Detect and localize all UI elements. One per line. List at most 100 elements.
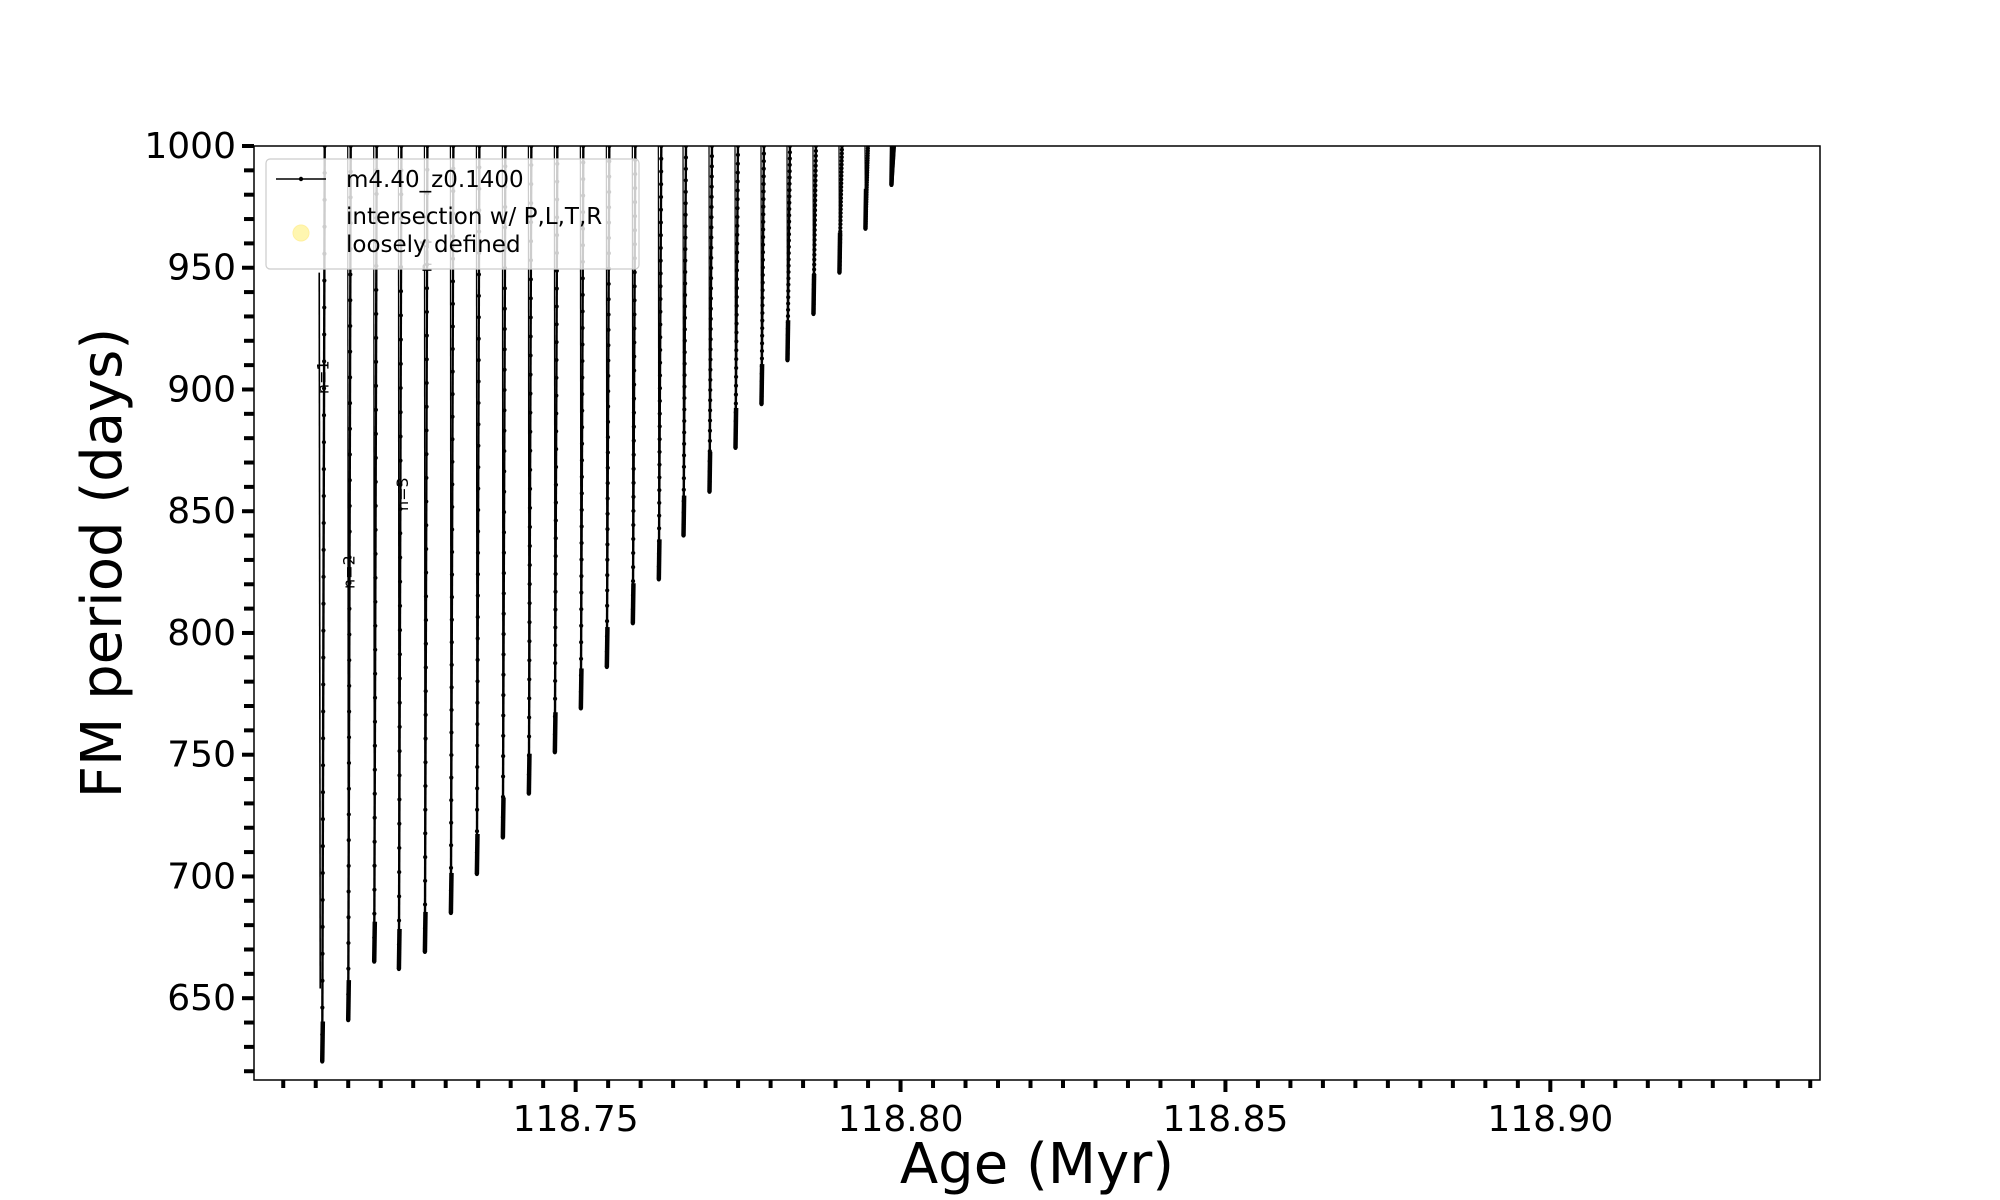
data-point [449,843,454,848]
data-point [347,658,352,663]
data-point [787,213,792,218]
data-point [606,389,611,394]
data-point [372,767,377,772]
data-point [448,865,454,870]
data-point [760,272,765,278]
data-point [838,192,844,197]
data-point [373,455,378,460]
data-point [554,429,559,434]
data-point [813,178,818,183]
data-point [347,683,352,688]
data-point [580,292,585,297]
data-point [811,277,817,282]
data-point [657,488,662,493]
data-point [579,574,584,579]
data-point [527,524,532,530]
data-point [658,207,664,212]
data-point [708,326,713,332]
data-point [838,218,843,223]
data-point [476,443,481,448]
data-point [423,807,428,812]
pulse-19 [785,146,793,363]
data-point [579,607,584,612]
data-point [424,428,429,433]
data-point [476,293,481,298]
data-point [502,367,507,372]
data-point [761,159,766,164]
data-point [683,166,688,172]
data-point [838,236,843,242]
data-point [347,580,352,586]
pulse-drop [734,146,737,448]
data-point [813,163,818,168]
data-point [735,206,740,211]
data-point [321,574,326,579]
pulse-drop [708,146,711,492]
data-point [657,424,662,429]
data-point [398,482,403,487]
data-point [787,156,792,161]
data-point [658,347,663,353]
data-point [605,465,610,470]
data-point [683,155,689,160]
data-point [476,379,481,384]
data-point [346,760,352,766]
data-point [681,476,686,481]
data-point [374,311,379,317]
data-point [527,658,532,663]
data-point [682,418,687,424]
data-point [606,281,611,287]
data-point [398,555,403,560]
data-point [735,250,740,255]
data-point [605,496,610,501]
data-point [734,285,739,291]
data-point [321,682,326,687]
data-point [761,219,766,225]
data-point [839,155,844,160]
data-point [372,743,377,748]
data-point [657,360,663,365]
data-point [604,618,610,624]
data-point [657,526,662,531]
data-point [449,775,454,780]
data-point [347,606,352,611]
pulse-drop [449,146,452,913]
data-point [787,169,792,174]
data-point [474,807,480,812]
data-point [346,812,351,817]
data-point [346,838,351,843]
data-point [631,410,637,415]
data-point [346,915,351,920]
data-point [527,505,533,511]
data-point [475,743,480,748]
data-point [578,689,584,695]
data-point [838,210,843,216]
data-point [373,551,378,556]
data-point [837,259,842,264]
data-point [580,408,585,413]
data-point [320,951,325,956]
data-point [656,564,661,569]
data-point [813,183,818,188]
data-point [606,358,611,363]
data-point [553,554,558,559]
data-point [658,271,663,276]
data-point [320,1059,325,1064]
data-point [838,207,843,212]
data-point [579,491,584,496]
data-point [812,203,818,208]
pulse-drop [682,146,685,536]
data-point [709,245,714,250]
data-point [839,177,844,182]
x-tick-label: 118.90 [1487,1099,1613,1140]
data-point [372,695,378,700]
data-point [811,292,816,297]
pulse-18 [759,146,767,407]
data-point [631,396,637,401]
pulse-drop [657,146,660,580]
data-point [632,284,637,289]
data-point [707,428,713,433]
data-point [502,448,507,454]
data-point [321,601,326,606]
data-point [476,336,481,341]
